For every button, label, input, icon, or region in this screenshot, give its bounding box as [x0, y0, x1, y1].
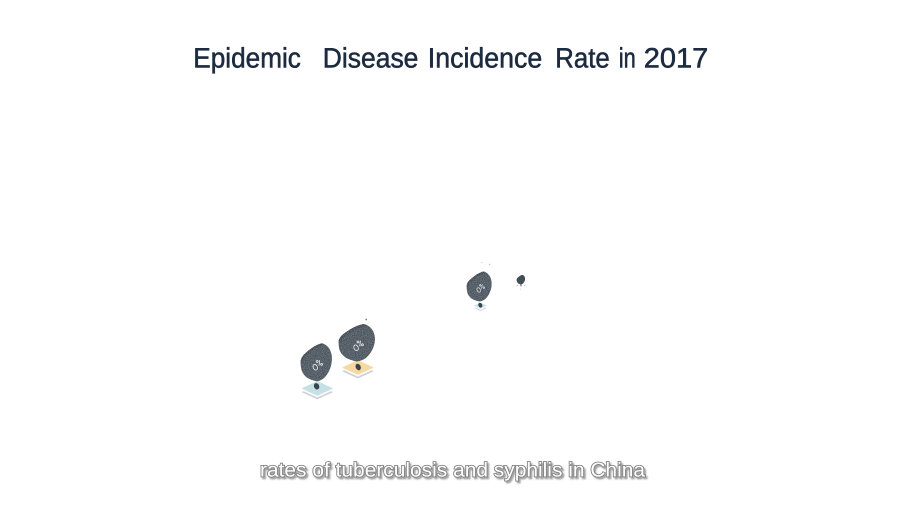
- svg-text:2017: 2017: [644, 42, 709, 73]
- svg-text:in: in: [619, 42, 636, 73]
- svg-text:Incidence: Incidence: [428, 42, 542, 73]
- svg-text:Epidemic: Epidemic: [193, 42, 301, 73]
- svg-text:Rate: Rate: [555, 42, 609, 73]
- svg-text:rates of tuberculosis and syph: rates of tuberculosis and syphilis in Ch…: [260, 459, 646, 481]
- svg-text:Disease: Disease: [323, 42, 419, 73]
